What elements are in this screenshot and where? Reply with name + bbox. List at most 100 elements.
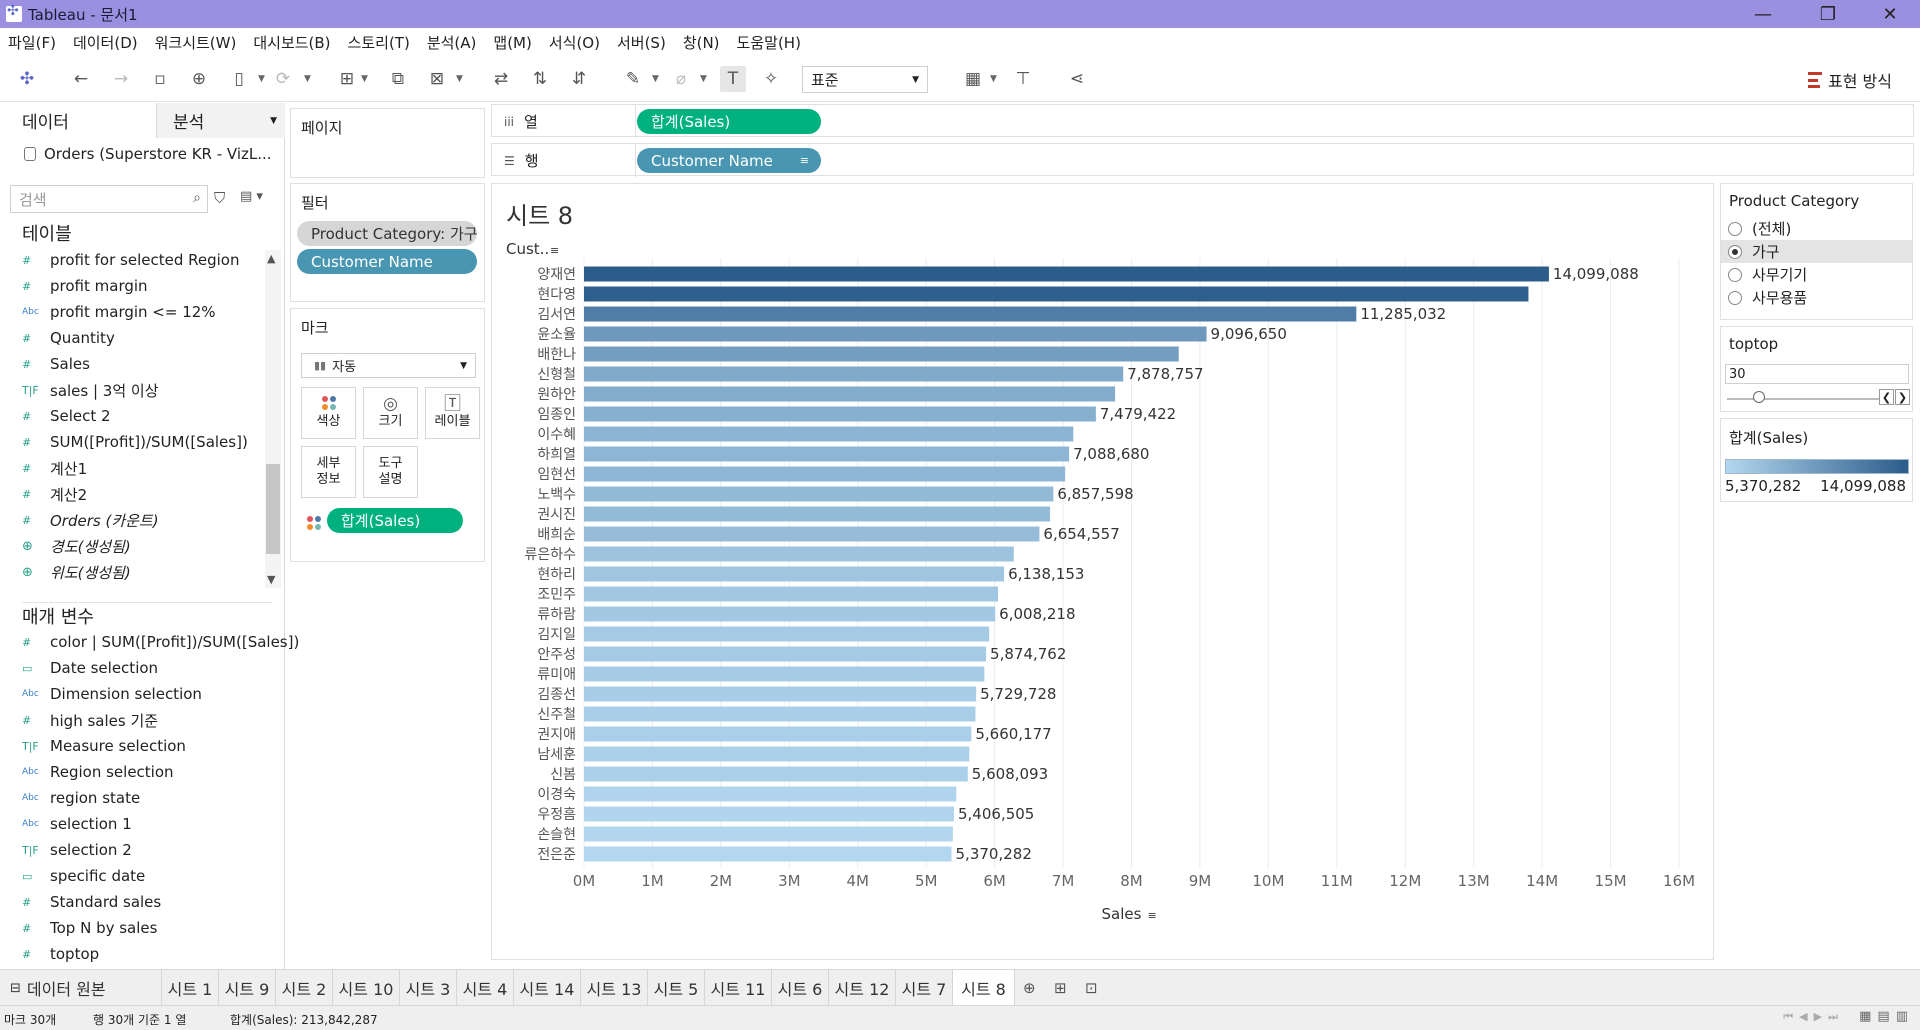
chevron-down-icon[interactable]: ▼ bbox=[304, 74, 311, 84]
columns-pill-sales[interactable]: 합계(Sales) bbox=[637, 109, 821, 134]
bar[interactable] bbox=[584, 326, 1207, 342]
chevron-down-icon[interactable]: ▼ bbox=[652, 74, 659, 84]
clear-sheet-icon[interactable]: ⊠ bbox=[429, 69, 445, 89]
highlight-icon[interactable]: ✎ bbox=[625, 69, 641, 89]
tooltip-button[interactable]: 도구 설명 bbox=[363, 446, 418, 498]
restore-button[interactable]: ❐ bbox=[1819, 3, 1837, 25]
rows-pill-customer-name[interactable]: Customer Name ≡ bbox=[637, 148, 821, 173]
share-icon[interactable]: ⋖ bbox=[1069, 69, 1085, 89]
show-cards-icon[interactable]: ▦ bbox=[964, 69, 982, 89]
sheet-tab[interactable]: 시트 8 bbox=[953, 970, 1015, 1006]
field-item[interactable]: T|F selection 2 bbox=[22, 837, 132, 863]
sheet-tab[interactable]: 시트 14 bbox=[514, 970, 581, 1006]
group-members-icon[interactable]: ⌀ bbox=[675, 69, 687, 89]
tab-analysis[interactable]: 분석 ▼ bbox=[156, 103, 285, 138]
row-header[interactable]: Cust.. bbox=[506, 240, 549, 258]
bar[interactable] bbox=[584, 546, 1014, 562]
label-button[interactable]: 🅃 레이블 bbox=[425, 387, 480, 439]
increase-button[interactable]: ❯ bbox=[1895, 389, 1910, 405]
filter-pill-product-category[interactable]: Product Category: 가구 bbox=[297, 221, 477, 246]
refresh-icon[interactable]: ⟳ bbox=[275, 69, 291, 89]
chevron-down-icon[interactable]: ▼ bbox=[700, 74, 707, 84]
field-item[interactable]: ⊕ 위도(생성됨) bbox=[22, 559, 131, 585]
duplicate-sheet-icon[interactable]: ⧉ bbox=[391, 69, 405, 89]
new-story-icon[interactable]: ⊡ bbox=[1085, 979, 1098, 997]
field-item[interactable]: Abc selection 1 bbox=[22, 811, 132, 837]
menu-item-10[interactable]: 도움말(H) bbox=[736, 33, 801, 52]
category-option[interactable]: 가구 bbox=[1721, 240, 1912, 263]
toptop-slider-thumb[interactable] bbox=[1753, 391, 1765, 403]
bar[interactable] bbox=[584, 346, 1179, 362]
toptop-input[interactable]: 30 bbox=[1725, 364, 1909, 384]
chevron-down-icon[interactable]: ▼ bbox=[990, 74, 997, 84]
field-item[interactable]: Abc profit margin <= 12% bbox=[22, 299, 216, 325]
detail-button[interactable]: 세부 정보 bbox=[301, 446, 356, 498]
menu-item-2[interactable]: 워크시트(W) bbox=[154, 33, 237, 52]
sort-ascending-icon[interactable]: ⇅ bbox=[532, 69, 548, 89]
fix-axes-icon[interactable]: ✧ bbox=[763, 69, 779, 89]
bar[interactable] bbox=[584, 606, 996, 622]
new-worksheet-icon[interactable]: ⊕ bbox=[1023, 979, 1036, 997]
field-item[interactable]: # profit margin bbox=[22, 273, 148, 299]
mark-type-select[interactable]: ▮▮ 자동 ▼ bbox=[301, 353, 476, 378]
bar[interactable] bbox=[584, 486, 1054, 502]
minimize-button[interactable]: — bbox=[1754, 3, 1772, 25]
decrease-button[interactable]: ❮ bbox=[1879, 389, 1894, 405]
tableau-home-icon[interactable]: ✣ bbox=[19, 69, 35, 89]
category-option[interactable]: (전체) bbox=[1721, 217, 1912, 240]
scrollbar[interactable]: ▲ ▼ bbox=[265, 250, 281, 588]
chevron-down-icon[interactable]: ▼ bbox=[361, 74, 368, 84]
pages-card[interactable]: 페이지 bbox=[290, 108, 485, 178]
sheet-tab[interactable]: 시트 12 bbox=[829, 970, 896, 1006]
menu-item-0[interactable]: 파일(F) bbox=[8, 33, 56, 52]
filter-icon[interactable]: ⛉ bbox=[214, 189, 226, 207]
new-worksheet-icon[interactable]: ⊞ bbox=[339, 69, 355, 89]
sheet-tab[interactable]: 시트 9 bbox=[219, 970, 276, 1006]
bar[interactable] bbox=[584, 626, 990, 642]
filter-pill-customer-name[interactable]: Customer Name bbox=[297, 249, 477, 274]
sort-icon[interactable]: ≡ bbox=[1148, 909, 1157, 922]
bar[interactable] bbox=[584, 806, 955, 822]
sheet-tab[interactable]: 시트 2 bbox=[276, 970, 333, 1006]
new-dashboard-icon[interactable]: ⊞ bbox=[1054, 979, 1067, 997]
columns-shelf[interactable]: iii 열 합계(Sales) bbox=[491, 104, 1914, 138]
sheet-tab[interactable]: 시트 4 bbox=[457, 970, 514, 1006]
bar[interactable] bbox=[584, 566, 1005, 582]
rows-shelf[interactable]: ☰ 행 Customer Name ≡ bbox=[491, 143, 1914, 177]
bar[interactable] bbox=[584, 706, 976, 722]
menu-item-3[interactable]: 대시보드(B) bbox=[253, 33, 331, 52]
filters-card[interactable]: 필터 Product Category: 가구 Customer Name bbox=[290, 183, 485, 302]
tab-data-source[interactable]: ⊟ 데이터 원본 bbox=[0, 970, 162, 1006]
field-item[interactable]: Abc region state bbox=[22, 785, 140, 811]
field-item[interactable]: # high sales 기준 bbox=[22, 707, 158, 733]
chevron-down-icon[interactable]: ▼ bbox=[258, 74, 265, 84]
field-item[interactable]: # Standard sales bbox=[22, 889, 161, 915]
field-item[interactable]: ▭ Date selection bbox=[22, 655, 158, 681]
field-item[interactable]: # Sales bbox=[22, 351, 90, 377]
sheet-tab[interactable]: 시트 6 bbox=[772, 970, 829, 1006]
scroll-up-icon[interactable]: ▲ bbox=[267, 252, 276, 265]
bar[interactable] bbox=[584, 306, 1357, 322]
field-item[interactable]: # SUM([Profit])/SUM([Sales]) bbox=[22, 429, 248, 455]
field-item[interactable]: # Top N by sales bbox=[22, 915, 157, 941]
pause-updates-icon[interactable]: ▯ bbox=[234, 69, 244, 89]
bar[interactable] bbox=[584, 766, 968, 782]
bar[interactable] bbox=[584, 786, 957, 802]
search-input[interactable]: 검색 ⌕ bbox=[10, 185, 208, 213]
scroll-thumb[interactable] bbox=[266, 464, 280, 554]
menu-item-9[interactable]: 창(N) bbox=[682, 33, 720, 52]
redo-icon[interactable]: → bbox=[113, 69, 129, 89]
bar[interactable] bbox=[584, 286, 1529, 302]
menu-item-8[interactable]: 서버(S) bbox=[616, 33, 666, 52]
bar[interactable] bbox=[584, 746, 970, 762]
sheet-tab[interactable]: 시트 5 bbox=[648, 970, 705, 1006]
bar[interactable] bbox=[584, 666, 985, 682]
bar[interactable] bbox=[584, 446, 1070, 462]
sheet-tab[interactable]: 시트 3 bbox=[400, 970, 457, 1006]
new-datasource-icon[interactable]: ⊕ bbox=[191, 69, 207, 89]
field-item[interactable]: # 계산2 bbox=[22, 481, 87, 507]
view-options-icon[interactable]: ▤ ▾ bbox=[240, 189, 263, 204]
color-pill-sales[interactable]: 합계(Sales) bbox=[327, 508, 463, 533]
datasource-item[interactable]: Orders (Superstore KR - VizL... bbox=[24, 145, 272, 163]
sort-icon[interactable]: ≡ bbox=[550, 244, 559, 257]
